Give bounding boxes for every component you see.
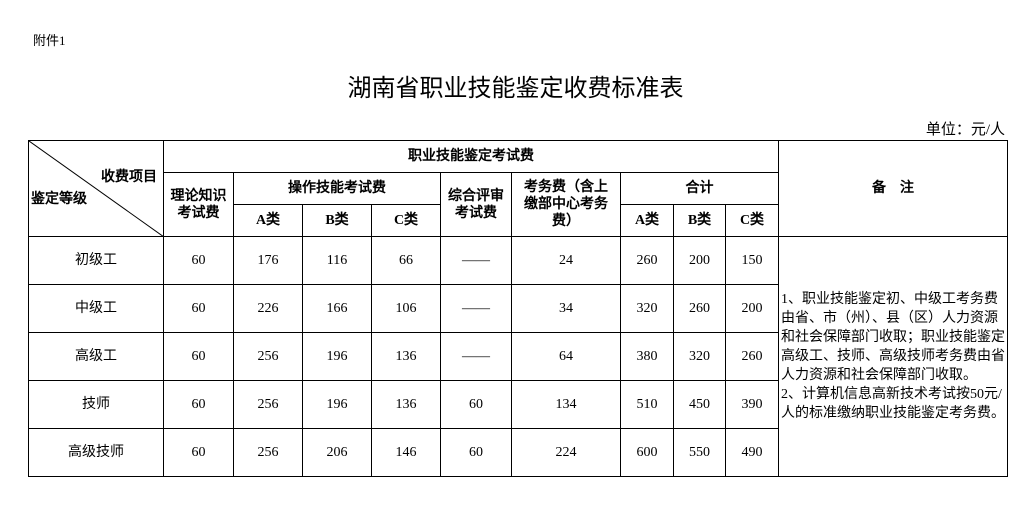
total-a-header: A类 [620, 204, 674, 237]
cell-tb: 260 [673, 284, 726, 333]
practical-header: 操作技能考试费 [233, 172, 441, 205]
cell-pb: 196 [302, 380, 372, 429]
cell-ta: 510 [620, 380, 674, 429]
affairs-header: 考务费（含上缴部中心考务费） [511, 172, 621, 237]
cell-ta: 600 [620, 428, 674, 477]
cell-theory: 60 [163, 332, 234, 381]
group-header: 职业技能鉴定考试费 [163, 140, 779, 173]
cell-ta: 320 [620, 284, 674, 333]
cell-review: —— [440, 332, 512, 381]
cell-pb: 206 [302, 428, 372, 477]
total-c-header: C类 [725, 204, 779, 237]
cell-pb: 166 [302, 284, 372, 333]
cell-tb: 320 [673, 332, 726, 381]
review-header: 综合评审考试费 [440, 172, 512, 237]
cell-pc: 136 [371, 380, 441, 429]
total-header: 合计 [620, 172, 779, 205]
cell-level: 高级工 [28, 332, 164, 381]
cell-review: 60 [440, 428, 512, 477]
level-header: 鉴定等级 [31, 192, 87, 207]
table-row: 技师 60 256 196 136 60 134 510 450 390 [28, 380, 1008, 429]
cell-pa: 256 [233, 428, 303, 477]
table-row: 初级工 60 176 116 66 —— 24 260 200 150 1、职业技能鉴定初、中级工考… [28, 236, 1008, 477]
cell-affairs: 224 [511, 428, 621, 477]
cell-affairs: 64 [511, 332, 621, 381]
cell-review: —— [440, 284, 512, 333]
cell-pb: 196 [302, 332, 372, 381]
cell-pa: 256 [233, 332, 303, 381]
practical-b-header: B类 [302, 204, 372, 237]
fee-table: 收费项目 鉴定等级 职业技能鉴定考试费 备 注 理论知识考试费 操作技能考试费 … [28, 140, 1008, 477]
diagonal-header-cell: 收费项目 鉴定等级 [28, 140, 164, 237]
cell-review: —— [440, 236, 512, 285]
cell-theory: 60 [163, 236, 234, 285]
cell-theory: 60 [163, 428, 234, 477]
cell-affairs: 34 [511, 284, 621, 333]
practical-a-header: A类 [233, 204, 303, 237]
cell-review: 60 [440, 380, 512, 429]
cell-tb: 200 [673, 236, 726, 285]
cell-pa: 176 [233, 236, 303, 285]
cell-affairs: 24 [511, 236, 621, 285]
cell-level: 技师 [28, 380, 164, 429]
item-header: 收费项目 [101, 170, 157, 185]
cell-level: 初级工 [28, 236, 164, 285]
practical-c-header: C类 [371, 204, 441, 237]
cell-level: 中级工 [28, 284, 164, 333]
cell-level: 高级技师 [28, 428, 164, 477]
theory-header: 理论知识考试费 [163, 172, 234, 237]
table-row: 高级工 60 256 196 136 —— 64 380 320 260 [28, 332, 1008, 381]
cell-tc: 490 [725, 428, 779, 477]
cell-theory: 60 [163, 380, 234, 429]
notes-header: 备 注 [778, 140, 1008, 237]
cell-pc: 136 [371, 332, 441, 381]
cell-pc: 106 [371, 284, 441, 333]
page-title: 湖南省职业技能鉴定收费标准表 [347, 76, 684, 102]
cell-ta: 260 [620, 236, 674, 285]
cell-tc: 200 [725, 284, 779, 333]
cell-pb: 116 [302, 236, 372, 285]
cell-tb: 550 [673, 428, 726, 477]
cell-pa: 226 [233, 284, 303, 333]
table-row: 高级技师 60 256 206 146 60 224 600 550 490 [28, 428, 1008, 477]
diagonal-line [29, 141, 164, 237]
cell-tc: 260 [725, 332, 779, 381]
cell-tc: 150 [725, 236, 779, 285]
cell-pa: 256 [233, 380, 303, 429]
total-b-header: B类 [673, 204, 726, 237]
cell-tc: 390 [725, 380, 779, 429]
cell-pc: 146 [371, 428, 441, 477]
cell-pc: 66 [371, 236, 441, 285]
cell-tb: 450 [673, 380, 726, 429]
cell-theory: 60 [163, 284, 234, 333]
table-row: 中级工 60 226 166 106 —— 34 320 260 200 [28, 284, 1008, 333]
unit-label: 单位：元/人 [925, 122, 1005, 138]
cell-ta: 380 [620, 332, 674, 381]
attachment-label: 附件1 [33, 33, 66, 48]
notes-cell: 1、职业技能鉴定初、中级工考务费由省、市（州）、县（区）人力资源和社会保障部门收… [778, 236, 1008, 477]
cell-affairs: 134 [511, 380, 621, 429]
